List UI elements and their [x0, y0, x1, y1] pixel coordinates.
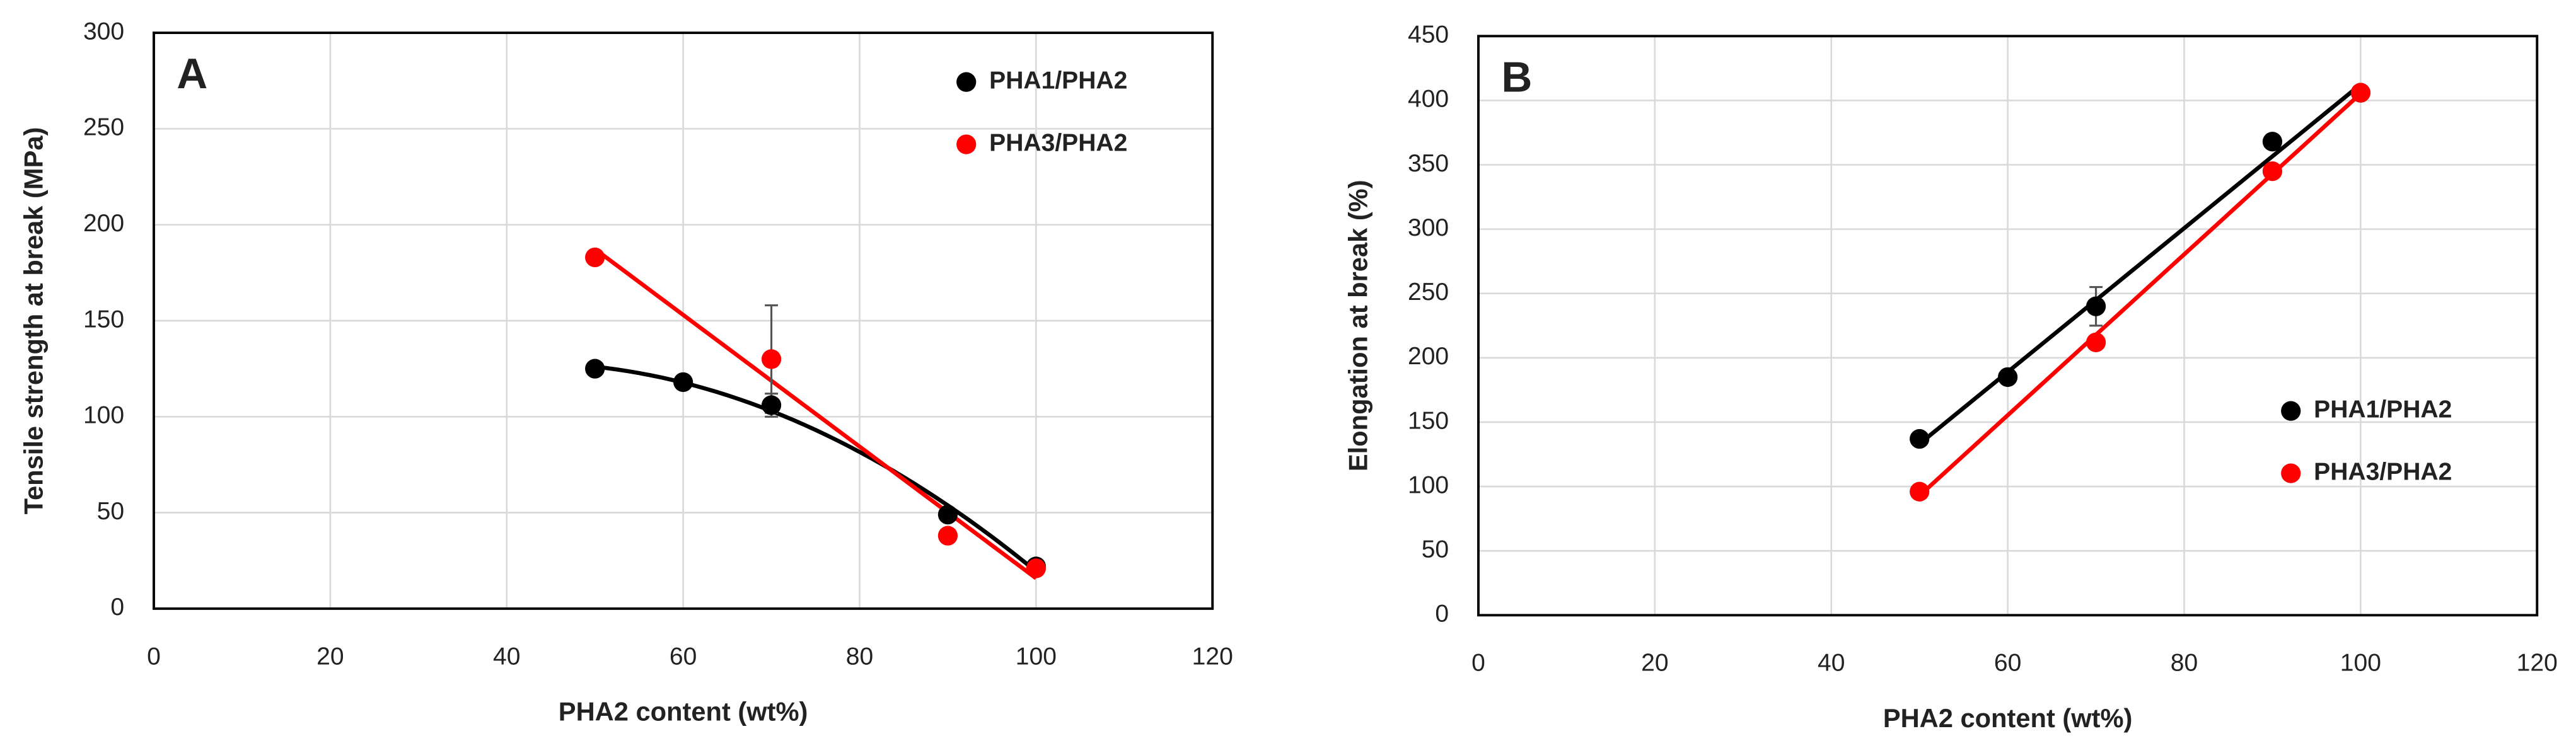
x-tick-label: 100 [1016, 643, 1057, 670]
data-point [937, 526, 958, 546]
x-tick-label: 80 [846, 643, 873, 670]
chart-panel: 0 20 40 60 80 100 120 0 50 100 150 200 250 300 350 400 4… [1343, 21, 2558, 733]
x-tick-label: 120 [2517, 650, 2558, 677]
plot-border [153, 32, 1214, 610]
y-tick-label: 250 [83, 114, 124, 141]
legend-marker [956, 72, 977, 92]
x-tick-label: 120 [1192, 643, 1233, 670]
data-point [585, 247, 605, 268]
x-tick-label: 0 [147, 643, 161, 670]
plot-border [1477, 35, 2539, 617]
panel-letter: B [1501, 54, 1532, 101]
data-point [2262, 132, 2283, 152]
trendline [1918, 92, 2362, 497]
y-tick-label: 50 [1422, 536, 1449, 563]
x-tick-label: 20 [316, 643, 344, 670]
data-point [1910, 428, 1930, 449]
data-point [2262, 161, 2283, 181]
y-tick-label: 400 [1408, 86, 1449, 113]
y-tick-label: 200 [83, 210, 124, 237]
chart-panel: 0 20 40 60 80 100 120 0 50 100 150 200 250 300 PHA2 co… [19, 18, 1233, 726]
x-tick-label: 40 [493, 643, 520, 670]
legend-label: PHA3/PHA2 [989, 129, 1127, 156]
x-tick-label: 20 [1641, 650, 1668, 677]
x-axis-label: PHA2 content (wt%) [1883, 703, 2133, 733]
data-point [761, 395, 782, 415]
y-tick-label: 150 [1408, 407, 1449, 434]
y-tick-label: 200 [1408, 343, 1449, 370]
data-point [1026, 558, 1046, 578]
data-point [1910, 481, 1930, 502]
y-tick-label: 300 [1408, 214, 1449, 241]
panel-letter: A [177, 50, 207, 98]
data-point [2350, 83, 2370, 103]
legend-marker [2281, 401, 2301, 421]
y-axis-label: Tensile strength at break (MPa) [19, 127, 49, 515]
x-tick-label: 100 [2340, 650, 2381, 677]
data-point [761, 349, 782, 369]
legend-marker [2281, 463, 2301, 483]
y-tick-label: 250 [1408, 279, 1449, 306]
y-tick-label: 0 [1435, 601, 1449, 628]
data-point [585, 359, 605, 379]
legend-label: PHA1/PHA2 [989, 67, 1127, 94]
data-point [2086, 296, 2106, 316]
x-axis-label: PHA2 content (wt%) [559, 697, 808, 727]
x-tick-label: 0 [1471, 650, 1485, 677]
x-tick-label: 80 [2171, 650, 2198, 677]
y-tick-label: 50 [97, 498, 124, 525]
data-point [1998, 367, 2018, 388]
y-tick-label: 0 [110, 594, 124, 621]
x-tick-label: 60 [670, 643, 697, 670]
trendline [1918, 83, 2362, 445]
y-tick-label: 450 [1408, 21, 1449, 49]
legend-label: PHA1/PHA2 [2314, 396, 2452, 423]
x-tick-label: 40 [1818, 650, 1845, 677]
data-point [673, 372, 693, 393]
x-tick-label: 60 [1994, 650, 2021, 677]
y-tick-label: 350 [1408, 150, 1449, 177]
y-tick-label: 100 [1408, 471, 1449, 498]
legend-label: PHA3/PHA2 [2314, 458, 2452, 485]
y-tick-label: 150 [83, 306, 124, 333]
y-tick-label: 100 [83, 402, 124, 429]
trendline [595, 364, 1038, 573]
data-point [2086, 332, 2106, 352]
y-axis-label: Elongation at break (%) [1343, 180, 1373, 471]
legend-marker [956, 134, 977, 154]
trendline [593, 247, 1038, 580]
y-tick-label: 300 [83, 18, 124, 45]
data-point [937, 505, 958, 525]
